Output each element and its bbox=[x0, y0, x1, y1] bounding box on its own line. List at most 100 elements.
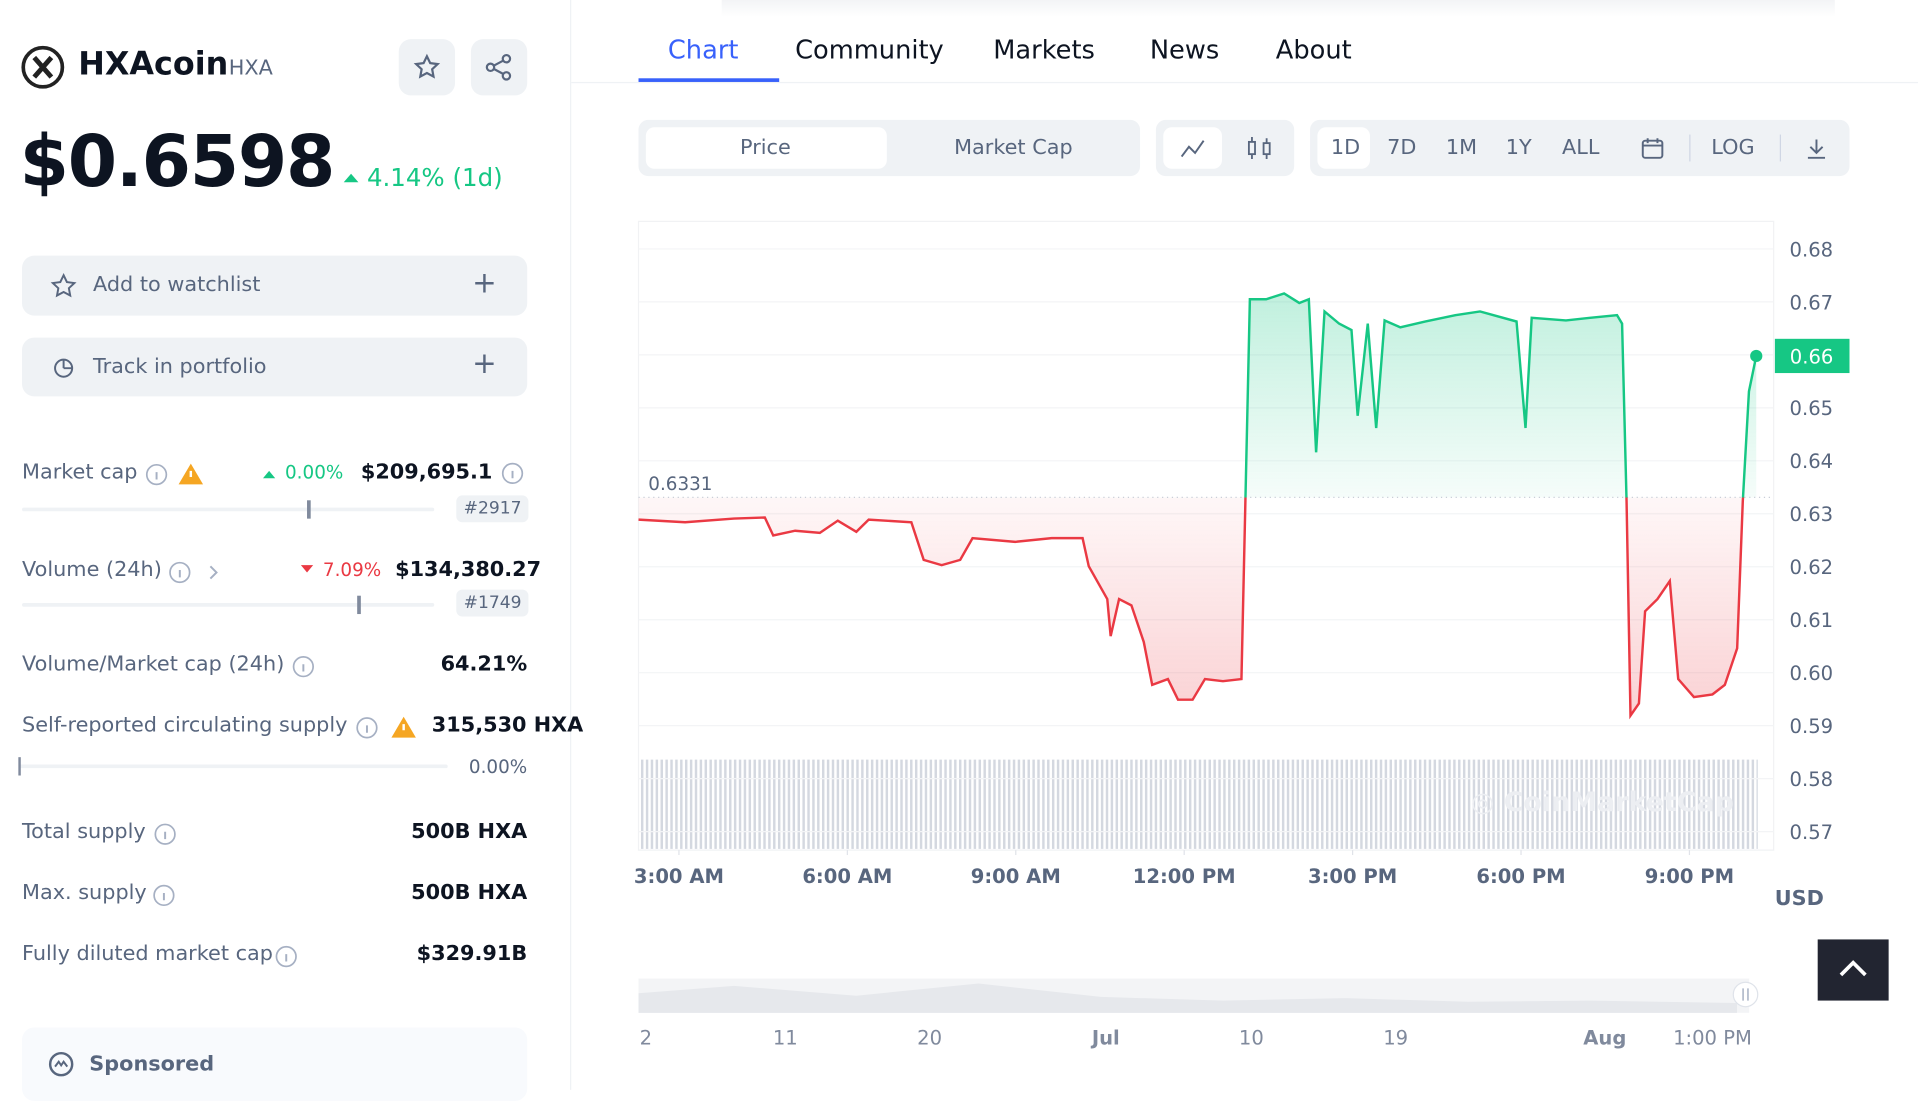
navigator-label: 20 bbox=[917, 1027, 942, 1050]
stat-label: Market cap bbox=[22, 459, 138, 485]
navigator-label: Jul bbox=[1090, 1027, 1120, 1050]
y-tick-label: 0.59 bbox=[1790, 715, 1834, 738]
plus-icon: + bbox=[472, 265, 497, 300]
download-icon[interactable] bbox=[1802, 135, 1831, 164]
stat-value: $329.91B bbox=[416, 941, 528, 967]
tab[interactable]: News bbox=[1149, 35, 1220, 65]
sponsored-label: Sponsored bbox=[89, 1051, 215, 1077]
plot-frame bbox=[637, 220, 1775, 851]
info-chevron-icons bbox=[169, 561, 218, 584]
calendar-icon[interactable] bbox=[1638, 135, 1667, 164]
coin-name: HXAcoin bbox=[78, 46, 229, 84]
tab[interactable]: About bbox=[1275, 35, 1352, 65]
tab-border bbox=[571, 81, 1918, 84]
stat-percent: 0.00% bbox=[468, 755, 528, 778]
info-icon bbox=[154, 823, 176, 845]
tab[interactable]: Chart bbox=[667, 35, 739, 65]
star-icon bbox=[413, 53, 441, 79]
price: $0.6598 bbox=[19, 119, 336, 204]
watchlist-button[interactable]: Add to watchlist + bbox=[22, 255, 528, 316]
progress-bar bbox=[22, 603, 435, 607]
last-price-tag bbox=[1774, 338, 1850, 374]
progress-marker bbox=[357, 595, 361, 615]
stat-label: Max. supply bbox=[22, 880, 147, 906]
scroll-top-button[interactable] bbox=[1817, 939, 1889, 1001]
progress-marker bbox=[307, 500, 311, 519]
x-tick-label: 9:00 PM bbox=[1645, 865, 1734, 888]
range-active[interactable] bbox=[1317, 127, 1370, 169]
coin-symbol: HXA bbox=[228, 56, 273, 81]
up-arrow bbox=[262, 470, 276, 479]
plus-icon: + bbox=[472, 346, 497, 381]
info-icon bbox=[501, 462, 524, 485]
stat-value: 315,530 HXA bbox=[431, 713, 584, 738]
toggle-label[interactable]: Market Cap bbox=[954, 135, 1073, 161]
range[interactable]: 7D bbox=[1387, 135, 1417, 161]
toggle-active[interactable] bbox=[645, 127, 887, 169]
share-icon bbox=[485, 53, 512, 81]
tab[interactable]: Community bbox=[795, 35, 944, 65]
line-icon bbox=[1180, 140, 1205, 158]
separator bbox=[1689, 134, 1691, 162]
last-point bbox=[1750, 349, 1763, 363]
range[interactable]: ALL bbox=[1562, 135, 1600, 161]
button-label: Add to watchlist bbox=[92, 272, 261, 298]
info-icon bbox=[275, 945, 297, 968]
button-label: Track in portfolio bbox=[92, 354, 267, 380]
portfolio-button[interactable]: Track in portfolio + bbox=[22, 337, 528, 397]
x-tick-label: 6:00 AM bbox=[802, 865, 892, 888]
navigator-label: 11 bbox=[773, 1027, 798, 1050]
divider bbox=[570, 0, 572, 1090]
y-tick-label: 0.65 bbox=[1790, 397, 1834, 420]
stat-change: 7.09% bbox=[322, 559, 382, 582]
range[interactable]: 1Y bbox=[1505, 135, 1532, 161]
last-price-label: 0.66 bbox=[1790, 345, 1834, 368]
rank-badge: #1749 bbox=[456, 589, 529, 617]
price-area bbox=[638, 293, 1757, 716]
navigator-label: 19 bbox=[1383, 1027, 1408, 1050]
chart-style-group bbox=[1155, 119, 1295, 177]
range[interactable]: 1D bbox=[1330, 135, 1361, 161]
stat-change: 0.00% bbox=[285, 461, 344, 484]
pie-icon bbox=[54, 358, 74, 378]
toggle-group: Price Market Cap bbox=[638, 119, 1141, 177]
navigator-label: 2 bbox=[640, 1027, 652, 1050]
stat-value: $134,380.27 bbox=[395, 557, 542, 583]
baseline-label: 0.6331 bbox=[648, 474, 712, 495]
star-icon bbox=[50, 272, 77, 298]
navigator-label: 1:00 PM bbox=[1673, 1027, 1752, 1050]
star-button[interactable] bbox=[398, 39, 456, 96]
y-tick-label: 0.63 bbox=[1790, 503, 1834, 526]
tab[interactable]: Markets bbox=[993, 35, 1095, 65]
watermark: ◎ CoinMarketCap bbox=[1471, 787, 1734, 818]
y-tick-label: 0.68 bbox=[1790, 238, 1834, 261]
volume-bars bbox=[640, 759, 1758, 849]
stat-label: Self-reported circulating supply bbox=[22, 713, 348, 738]
navigator-handle[interactable] bbox=[1732, 981, 1759, 1008]
progress-marker bbox=[18, 757, 21, 776]
stat-value: $209,695.1 bbox=[360, 459, 493, 485]
info-warning-icons bbox=[145, 463, 204, 486]
range[interactable]: 1M bbox=[1445, 135, 1478, 161]
coin-logo bbox=[21, 45, 65, 89]
separator bbox=[1779, 134, 1781, 162]
shadow bbox=[721, 0, 1835, 18]
toggle-label: Price bbox=[740, 135, 791, 161]
progress-bar bbox=[19, 764, 448, 769]
cmc-icon bbox=[48, 1051, 74, 1077]
x-tick-label: 6:00 PM bbox=[1476, 865, 1565, 888]
stat-value: 500B HXA bbox=[411, 880, 528, 906]
sponsored-box: Sponsored bbox=[22, 1027, 528, 1101]
line-button[interactable] bbox=[1163, 127, 1222, 169]
stat-label: Volume (24h) bbox=[22, 557, 162, 583]
up-arrow bbox=[343, 173, 359, 183]
range[interactable]: LOG bbox=[1711, 135, 1755, 161]
price-line bbox=[638, 292, 1758, 720]
y-tick-label: 0.62 bbox=[1790, 556, 1834, 579]
candle-icon[interactable] bbox=[1234, 127, 1285, 169]
x-tick-label: 3:00 AM bbox=[634, 865, 724, 888]
share-button[interactable] bbox=[470, 39, 528, 96]
y-tick-label: 0.67 bbox=[1790, 291, 1834, 314]
